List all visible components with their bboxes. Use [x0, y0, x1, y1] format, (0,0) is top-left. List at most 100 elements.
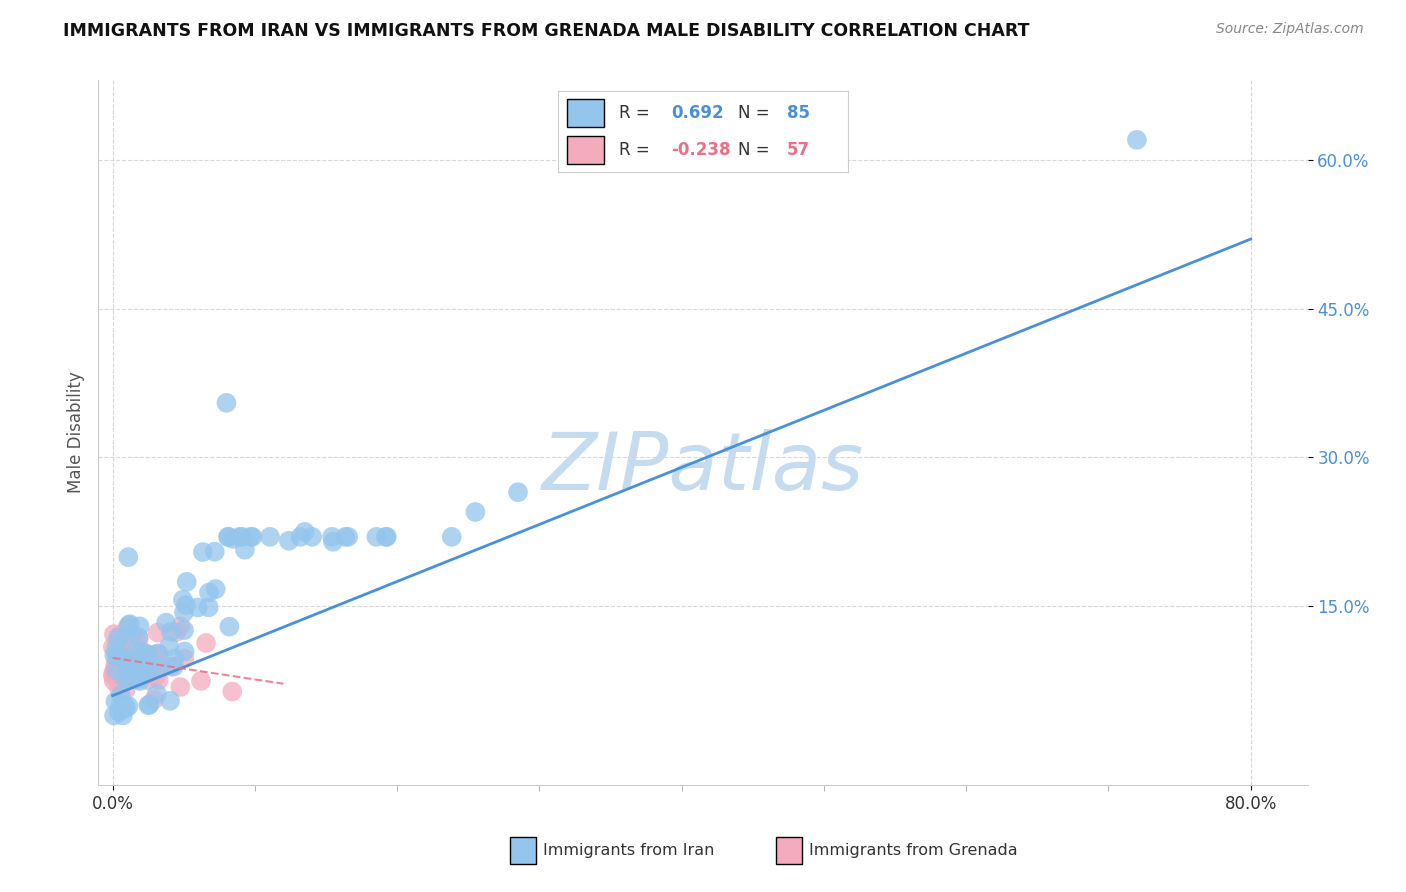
Point — [204, 582, 226, 596]
Point — [1126, 133, 1149, 147]
Point — [121, 653, 143, 667]
FancyBboxPatch shape — [776, 837, 803, 863]
Point — [107, 681, 129, 695]
Point — [107, 648, 129, 663]
Point — [128, 673, 150, 688]
Point — [107, 649, 129, 664]
Point — [103, 627, 125, 641]
Point — [104, 694, 127, 708]
Point — [108, 632, 131, 646]
Point — [105, 663, 128, 677]
Point — [136, 648, 159, 662]
Y-axis label: Male Disability: Male Disability — [66, 372, 84, 493]
Point — [103, 648, 125, 662]
Point — [121, 655, 143, 669]
Point — [215, 396, 238, 410]
Point — [110, 688, 132, 702]
Point — [111, 637, 134, 651]
Point — [218, 619, 240, 633]
Point — [146, 646, 169, 660]
Point — [142, 692, 165, 706]
Point — [440, 530, 463, 544]
Point — [176, 574, 198, 589]
Point — [138, 698, 160, 712]
Point — [169, 619, 191, 633]
Point — [321, 530, 343, 544]
Point — [132, 660, 155, 674]
Point — [242, 530, 264, 544]
Point — [165, 625, 187, 640]
Text: IMMIGRANTS FROM IRAN VS IMMIGRANTS FROM GRENADA MALE DISABILITY CORRELATION CHAR: IMMIGRANTS FROM IRAN VS IMMIGRANTS FROM … — [63, 22, 1029, 40]
Point — [105, 657, 128, 671]
Point — [163, 651, 186, 665]
Point — [173, 644, 195, 658]
Point — [172, 592, 194, 607]
Point — [136, 673, 159, 688]
Point — [198, 585, 221, 599]
Point — [118, 665, 141, 680]
Point — [149, 661, 172, 675]
Point — [173, 623, 195, 637]
Point — [122, 629, 145, 643]
Point — [128, 670, 150, 684]
Point — [104, 661, 127, 675]
Point — [159, 694, 181, 708]
Point — [104, 665, 127, 680]
Point — [233, 542, 256, 557]
Point — [197, 600, 219, 615]
Point — [129, 668, 152, 682]
Point — [294, 524, 316, 539]
Point — [374, 530, 396, 544]
Point — [222, 532, 245, 546]
Point — [145, 648, 167, 662]
Point — [120, 645, 142, 659]
Point — [157, 640, 180, 654]
Point — [115, 701, 138, 715]
Point — [190, 673, 212, 688]
Point — [114, 661, 136, 675]
Point — [118, 617, 141, 632]
Point — [195, 636, 218, 650]
Point — [146, 663, 169, 677]
Point — [103, 673, 125, 688]
Point — [231, 530, 253, 544]
Point — [101, 669, 124, 683]
Point — [145, 669, 167, 683]
Text: Immigrants from Grenada: Immigrants from Grenada — [810, 843, 1018, 858]
Point — [173, 651, 195, 665]
Point — [115, 669, 138, 683]
Point — [107, 631, 129, 645]
Point — [146, 687, 169, 701]
Point — [118, 632, 141, 646]
Point — [139, 667, 162, 681]
Point — [173, 606, 195, 620]
Point — [146, 625, 169, 640]
Point — [128, 619, 150, 633]
Point — [103, 708, 125, 723]
Point — [160, 624, 183, 639]
Point — [136, 647, 159, 661]
Text: ZIPatlas: ZIPatlas — [541, 429, 865, 507]
Point — [277, 533, 299, 548]
Point — [191, 545, 214, 559]
Point — [125, 643, 148, 657]
Point — [259, 530, 281, 544]
Point — [115, 629, 138, 643]
Point — [117, 550, 139, 565]
Point — [108, 698, 131, 713]
Point — [155, 615, 177, 630]
Point — [121, 657, 143, 672]
Point — [115, 621, 138, 635]
Point — [506, 485, 529, 500]
Point — [110, 628, 132, 642]
Text: Immigrants from Iran: Immigrants from Iran — [543, 843, 714, 858]
Point — [129, 663, 152, 677]
Point — [290, 530, 312, 544]
Point — [163, 659, 186, 673]
Point — [111, 708, 134, 723]
Point — [110, 641, 132, 656]
Point — [127, 630, 149, 644]
Point — [117, 699, 139, 714]
Point — [204, 544, 226, 558]
Point — [375, 530, 398, 544]
